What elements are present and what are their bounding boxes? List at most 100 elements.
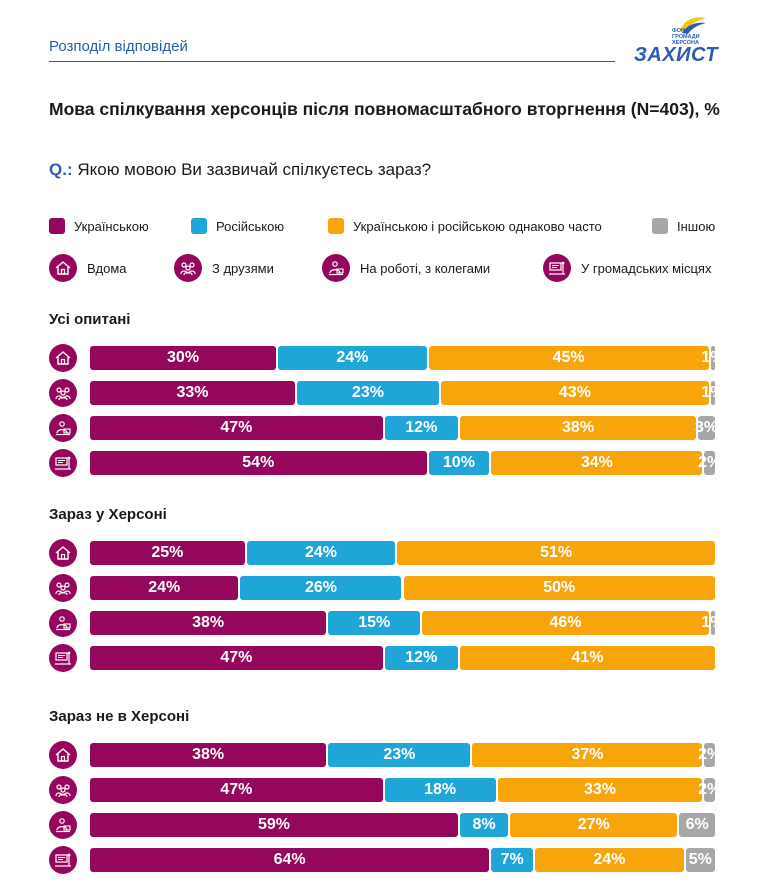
bar-segment: 27% (510, 813, 678, 837)
friends-icon (49, 379, 77, 407)
stacked-bar: 54% 10% 34% 2% (90, 451, 721, 475)
bar-segment: 25% (90, 541, 245, 565)
data-label: 12% (405, 649, 438, 666)
data-label: 33% (176, 384, 209, 401)
data-label: 6% (685, 816, 709, 833)
logo: ФОНД ГРОМАДИ ХЕРСОНА ЗАХИСТ (632, 14, 722, 70)
data-label: 1% (701, 384, 725, 401)
bar-segment: 24% (535, 848, 684, 872)
friends-icon (174, 254, 202, 282)
legend-languages: Українською Російською Українською і рос… (49, 218, 719, 242)
legend-swatch (49, 218, 65, 234)
data-label: 38% (192, 614, 225, 631)
data-label: 2% (698, 781, 722, 798)
bar-segment: 59% (90, 813, 458, 837)
group-title: Усі опитані (49, 311, 131, 328)
legend-swatch (191, 218, 207, 234)
bar-segment: 50% (403, 576, 715, 600)
bar-segment: 33% (497, 778, 703, 802)
data-label: 51% (540, 544, 573, 561)
bar-segment: 2% (698, 743, 721, 767)
legend-label: Російською (216, 218, 285, 234)
bar-segment: 37% (472, 743, 703, 767)
stacked-bar: 30% 24% 45% 1% (90, 346, 724, 370)
bar-segment: 12% (384, 646, 458, 670)
chart-title: Мова спілкування херсонців після повнома… (49, 99, 720, 119)
data-label: 38% (562, 419, 595, 436)
data-label: 24% (148, 579, 181, 596)
legend-label: З друзями (212, 260, 274, 276)
stacked-bar: 64% 7% 24% 5% (90, 848, 717, 872)
bar-segment: 15% (328, 611, 421, 635)
work-icon (322, 254, 350, 282)
bar-segment: 7% (491, 848, 534, 872)
data-label: 47% (220, 781, 253, 798)
data-label: 30% (167, 349, 200, 366)
data-label: 1% (701, 614, 725, 631)
legend-item-other: Іншою (652, 218, 715, 234)
data-label: 26% (304, 579, 337, 596)
bar-segment: 2% (698, 778, 721, 802)
bar-row: 47% 12% 38% 3% (49, 414, 719, 442)
legend-places: Вдома З друзями На роботі, з колегами У … (49, 254, 719, 284)
friends-icon (49, 776, 77, 804)
bar-segment: 41% (459, 646, 715, 670)
work-icon (49, 414, 77, 442)
data-label: 2% (698, 454, 722, 471)
data-label: 23% (351, 384, 385, 401)
work-icon (49, 811, 77, 839)
bar-segment: 30% (90, 346, 277, 370)
bar-row: 64% 7% 24% 5% (49, 846, 719, 874)
public-places-icon (49, 644, 77, 672)
data-label: 1% (701, 349, 725, 366)
data-label: 54% (242, 454, 275, 471)
data-label: 10% (442, 454, 475, 471)
home-icon (49, 539, 77, 567)
data-label: 24% (336, 349, 369, 366)
bar-row: 33% 23% 43% 1% (49, 379, 724, 407)
data-label: 45% (552, 349, 585, 366)
bar-segment: 1% (701, 381, 724, 405)
bar-row: 38% 15% 46% 1% (49, 609, 724, 637)
question: Q.: Якою мовою Ви зазвичай спілкуєтесь з… (49, 160, 431, 180)
data-label: 23% (383, 746, 416, 763)
bar-row: 47% 12% 41% (49, 644, 719, 672)
legend-label: Іншою (677, 218, 716, 234)
data-label: 12% (405, 419, 438, 436)
bar-segment: 24% (278, 346, 427, 370)
bar-row: 30% 24% 45% 1% (49, 344, 724, 372)
bar-row: 59% 8% 27% 6% (49, 811, 719, 839)
data-label: 46% (549, 614, 582, 631)
stacked-bar: 47% 12% 41% (90, 646, 717, 670)
data-label: 59% (257, 816, 290, 833)
bar-segment: 34% (491, 451, 703, 475)
group-title: Зараз у Херсоні (49, 506, 167, 523)
legend-label: Українською (74, 218, 149, 234)
logo-subtitle: ФОНД ГРОМАДИ ХЕРСОНА (672, 28, 700, 46)
bar-segment: 2% (698, 451, 721, 475)
bar-row: 54% 10% 34% 2% (49, 449, 721, 477)
bar-segment: 6% (679, 813, 715, 837)
stacked-bar: 38% 15% 46% 1% (90, 611, 724, 635)
bar-segment: 23% (296, 381, 440, 405)
data-label: 2% (698, 746, 722, 763)
bar-segment: 24% (90, 576, 239, 600)
bar-segment: 10% (428, 451, 490, 475)
header: Розподіл відповідей (49, 38, 617, 62)
data-label: 24% (593, 851, 626, 868)
legend-swatch (652, 218, 668, 234)
legend-item-russian: Російською (191, 218, 284, 234)
bar-segment: 43% (441, 381, 709, 405)
bar-segment: 51% (397, 541, 715, 565)
data-label: 37% (571, 746, 604, 763)
bar-segment: 38% (90, 743, 327, 767)
legend-item-home: Вдома (49, 254, 127, 282)
stacked-bar: 47% 18% 33% 2% (90, 778, 721, 802)
bar-segment: 1% (701, 611, 724, 635)
data-label: 5% (688, 851, 712, 868)
data-label: 33% (583, 781, 617, 798)
bar-segment: 26% (240, 576, 402, 600)
data-label: 3% (695, 419, 719, 436)
legend-item-friends: З друзями (174, 254, 274, 282)
public-places-icon (49, 449, 77, 477)
